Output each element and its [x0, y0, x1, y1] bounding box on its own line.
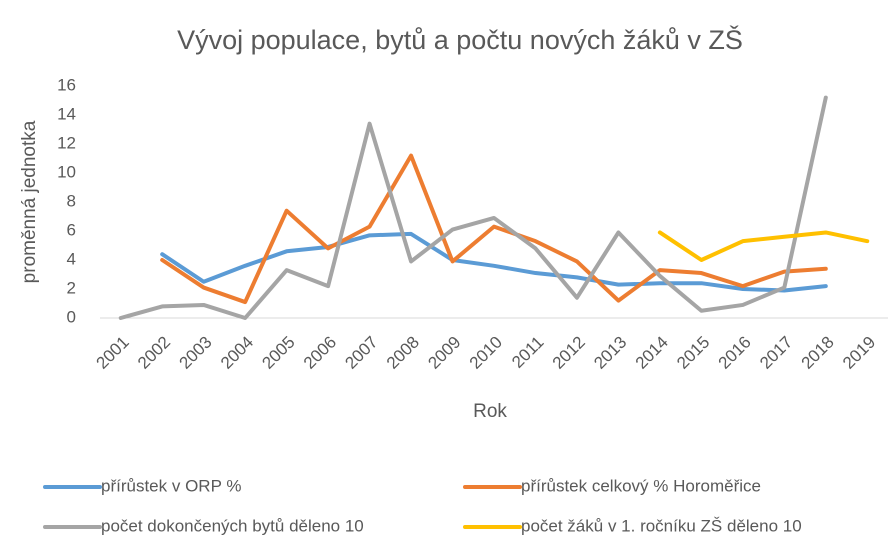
x-tick-label: 2008 — [383, 333, 423, 373]
x-tick-label: 2006 — [300, 333, 340, 373]
y-tick-label: 2 — [67, 278, 76, 297]
series-line — [160, 231, 828, 293]
x-tick-label: 2004 — [217, 333, 257, 373]
x-tick-label: 2011 — [508, 333, 547, 372]
x-tick-label: 2009 — [424, 333, 464, 373]
y-tick-label: 0 — [67, 307, 76, 326]
x-tick-label: 2018 — [798, 333, 838, 373]
legend-label: počet dokončených bytů děleno 10 — [101, 516, 364, 535]
series-line — [118, 95, 828, 320]
x-tick-label: 2015 — [673, 333, 713, 373]
x-tick-label: 2013 — [590, 333, 630, 373]
x-tick-label: 2005 — [258, 333, 298, 373]
series-line — [657, 230, 870, 262]
y-tick-label: 10 — [57, 162, 76, 181]
legend-label: počet žáků v 1. ročníku ZŠ děleno 10 — [521, 516, 802, 535]
x-tick-label: 2014 — [632, 333, 672, 373]
x-tick-label: 2002 — [134, 333, 174, 373]
y-axis-label: proměnná jednotka — [19, 120, 40, 283]
legend-label: přírůstek v ORP % — [101, 476, 241, 495]
x-tick-label: 2003 — [176, 333, 216, 373]
chart-title: Vývoj populace, bytů a počtu nových žáků… — [177, 24, 743, 55]
legend-label: přírůstek celkový % Horoměřice — [521, 476, 761, 495]
y-tick-label: 4 — [67, 249, 76, 268]
x-tick-label: 2001 — [93, 333, 133, 373]
x-tick-label: 2007 — [341, 333, 381, 373]
x-tick-label: 2012 — [549, 333, 589, 373]
y-tick-label: 16 — [57, 75, 76, 94]
y-tick-label: 14 — [57, 104, 76, 123]
x-axis-label: Rok — [473, 401, 507, 422]
x-tick-label: 2010 — [466, 333, 506, 373]
x-tick-label: 2019 — [839, 333, 879, 373]
series-line — [160, 153, 828, 305]
x-tick-label: 2017 — [756, 333, 796, 373]
y-tick-label: 8 — [67, 191, 76, 210]
y-tick-label: 6 — [67, 220, 76, 239]
y-tick-label: 12 — [57, 133, 76, 152]
x-tick-label: 2016 — [715, 333, 755, 373]
